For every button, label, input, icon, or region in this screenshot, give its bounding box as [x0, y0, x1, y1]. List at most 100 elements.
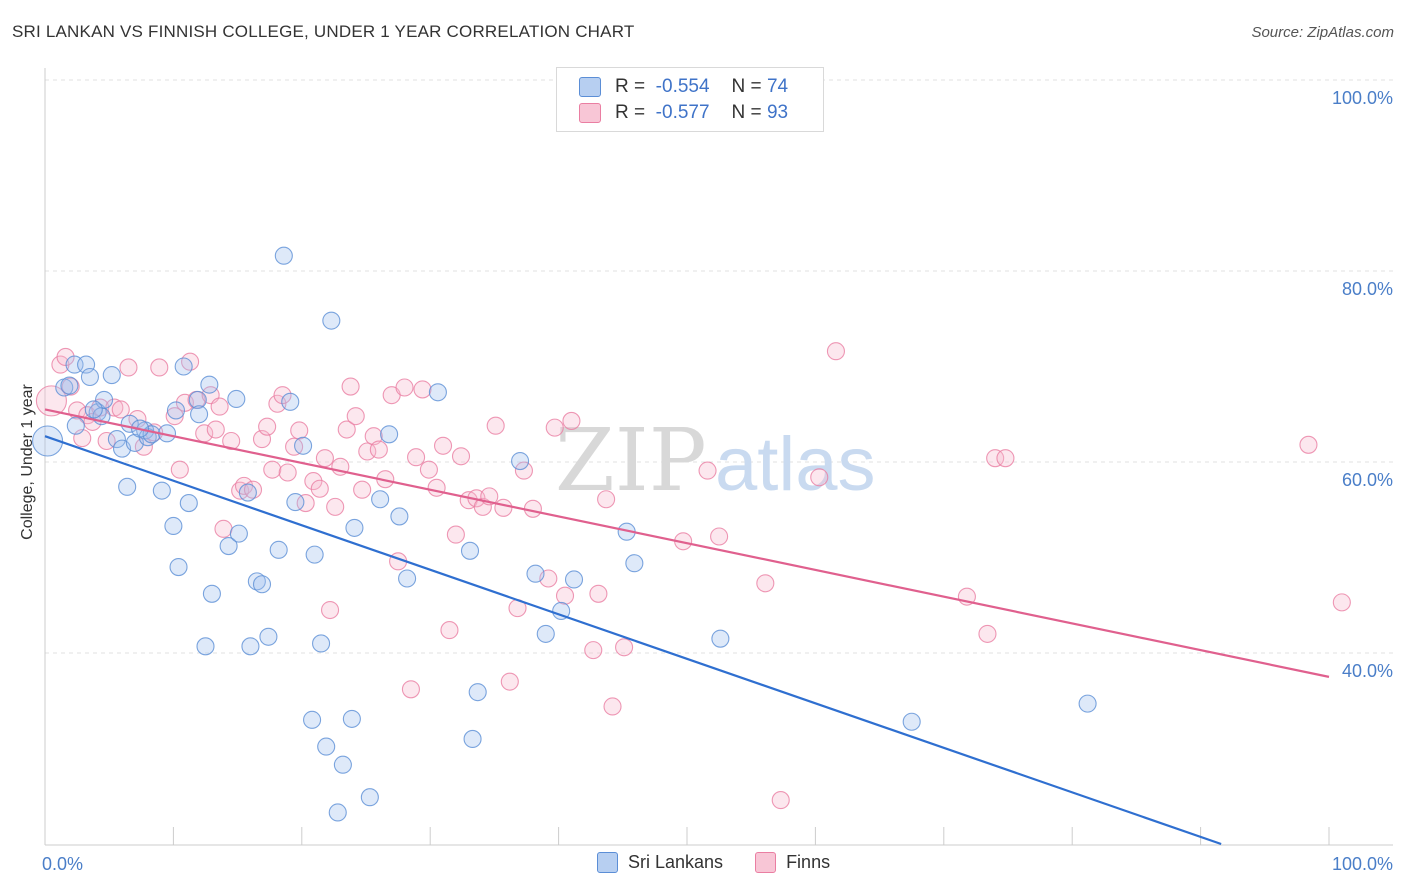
sri-lankans-point	[238, 483, 257, 502]
sri-lankans-swatch	[579, 77, 601, 97]
trend-lines	[44, 408, 1330, 846]
finns-point	[419, 460, 438, 479]
finns-point	[105, 398, 124, 417]
finns-swatch	[755, 852, 777, 873]
finns-point	[756, 574, 775, 593]
r-value: -0.554	[655, 76, 710, 97]
finns-point	[278, 463, 297, 482]
sri-lankans-point	[345, 518, 364, 537]
tick-labels: 40.0% 60.0% 80.0% 100.0% 0.0% 100.0%	[42, 88, 1393, 874]
finns-point	[545, 418, 564, 437]
finns-point	[258, 417, 277, 436]
watermark-atlas: atlas	[715, 422, 876, 507]
finns-point	[210, 397, 229, 416]
sri-lankans-point	[380, 425, 399, 444]
sri-lankans-point	[118, 477, 137, 496]
sri-lankans-point	[468, 683, 487, 702]
sri-lankans-point	[102, 366, 121, 385]
sri-lankans-point	[305, 545, 324, 564]
finns-point	[364, 427, 383, 446]
finns-point	[978, 624, 997, 643]
sri-lankans-trend-line	[44, 435, 1222, 846]
finns-point	[710, 527, 729, 546]
source-label: Source: ZipAtlas.com	[1251, 24, 1394, 41]
finns-point	[401, 680, 420, 699]
finns-point	[206, 420, 225, 439]
n-value: 93	[766, 102, 789, 123]
finns-point	[315, 449, 334, 468]
sri-lankans-point	[390, 507, 409, 526]
sri-lankans-point	[188, 390, 207, 409]
finns-point	[35, 385, 67, 417]
sri-lankans-point	[511, 451, 530, 471]
sri-lankans-point	[536, 624, 555, 643]
finns-point	[427, 478, 446, 497]
r-label: R =	[615, 76, 646, 97]
finns-point	[310, 479, 329, 498]
finns-point	[446, 525, 465, 544]
legend-row-sri-lankans: R = -0.554 N = 74	[579, 74, 788, 100]
finns-point	[486, 416, 505, 435]
finns-point	[810, 468, 829, 487]
x-tick-label: 0.0%	[42, 854, 83, 874]
finns-point	[1332, 593, 1351, 612]
finns-point	[698, 461, 717, 480]
legend-item-finns[interactable]: Finns	[755, 852, 830, 873]
sri-lankans-point	[303, 710, 322, 729]
sri-lankans-point	[200, 375, 219, 394]
finns-point	[353, 480, 372, 499]
sri-lankans-point	[66, 416, 85, 435]
sri-lankans-swatch	[597, 852, 618, 873]
finns-point	[996, 449, 1015, 468]
finns-point	[243, 480, 263, 499]
finns-point	[1299, 435, 1318, 454]
sri-lankans-point	[107, 430, 126, 449]
finns-point	[584, 641, 603, 660]
y-tick-label: 80.0%	[1342, 279, 1393, 299]
sri-lankans-point	[196, 637, 215, 656]
finns-point	[413, 380, 432, 399]
sri-lankans-point	[247, 572, 266, 591]
sri-lankans-point	[360, 788, 379, 807]
finns-point	[826, 342, 845, 361]
sri-lankans-point	[32, 425, 64, 457]
legend-label: Finns	[786, 852, 831, 872]
sri-lankans-point	[312, 634, 331, 653]
finns-point	[346, 407, 365, 426]
finns-point	[341, 377, 360, 396]
sri-lankans-point	[322, 311, 341, 330]
finns-point	[337, 420, 356, 439]
sri-lankans-point	[274, 246, 293, 265]
n-label: N =	[731, 76, 762, 97]
sri-lankans-point	[902, 712, 921, 731]
finns-point	[320, 600, 340, 620]
sri-lankans-point	[152, 481, 171, 500]
sri-lankans-point	[241, 637, 260, 656]
sri-lankans-point	[269, 540, 288, 559]
sri-lankans-point	[202, 584, 221, 603]
finns-point	[263, 460, 282, 479]
finns-point	[119, 358, 138, 377]
n-value: 74	[766, 76, 789, 97]
sri-lankans-point	[398, 569, 417, 588]
r-label: R =	[615, 102, 646, 123]
grid-lines	[45, 79, 1393, 654]
finns-point	[597, 490, 616, 509]
legend-item-sri-lankans[interactable]: Sri Lankans	[597, 852, 723, 873]
finns-point	[771, 791, 790, 810]
finns-point	[395, 378, 414, 397]
sri-lankans-point	[428, 383, 447, 402]
sri-lankans-point	[342, 709, 361, 728]
sri-lankans-point	[166, 401, 186, 420]
finns-point	[615, 638, 634, 657]
finns-point	[273, 386, 292, 405]
chart-title: SRI LANKAN VS FINNISH COLLEGE, UNDER 1 Y…	[12, 22, 635, 41]
sri-lankans-point	[294, 436, 313, 455]
series-legend: Sri Lankans Finns	[597, 852, 862, 873]
sri-lankans-point	[281, 392, 300, 411]
sri-lankans-point	[526, 564, 545, 583]
finns-point	[440, 621, 459, 640]
finns-point	[150, 358, 169, 377]
watermark-zip: ZIP	[555, 411, 707, 511]
